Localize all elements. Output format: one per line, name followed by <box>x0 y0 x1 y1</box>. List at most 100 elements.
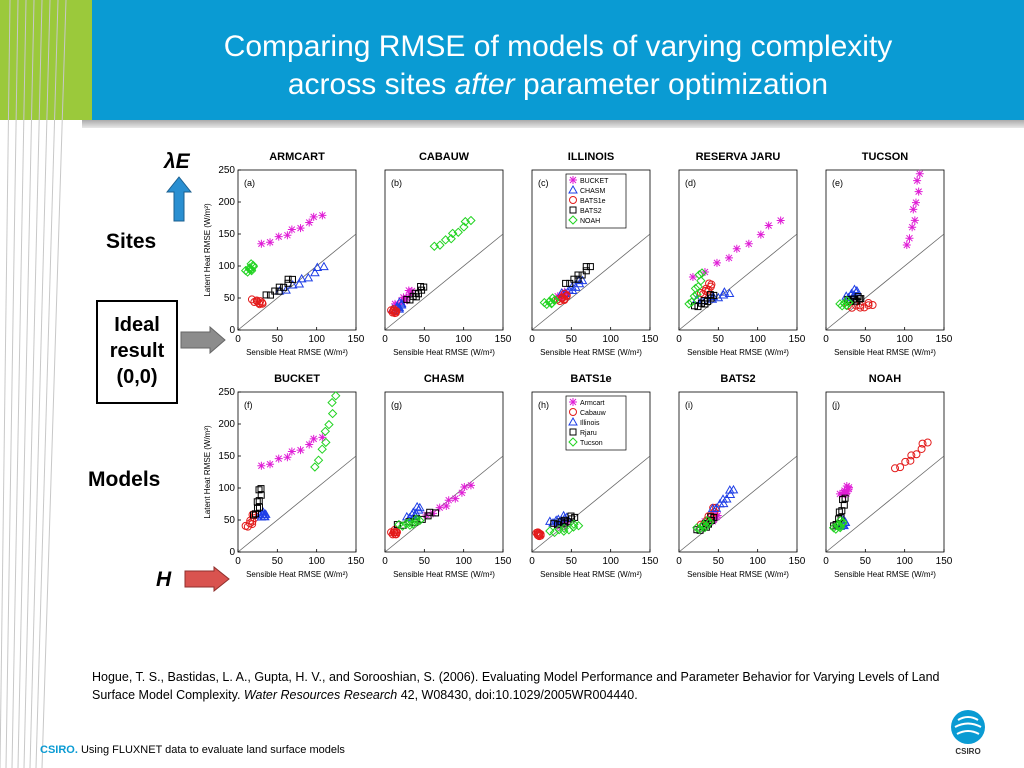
point-chasm <box>719 287 730 296</box>
point-armcart <box>435 503 444 512</box>
point-tucson <box>837 518 848 529</box>
x-tick-label: 0 <box>382 556 388 567</box>
title-part-b: parameter optimization <box>514 68 829 101</box>
point-bucket <box>287 225 296 234</box>
x-tick-label: 150 <box>936 556 953 567</box>
point-bats1e <box>250 298 259 307</box>
up-arrow-icon <box>166 176 192 222</box>
x-tick-label: 150 <box>789 556 806 567</box>
point-bucket <box>756 230 765 239</box>
point-bucket <box>915 169 924 178</box>
point-tucson <box>554 524 564 535</box>
x-tick-label: 150 <box>348 556 365 567</box>
point-armcart <box>845 483 853 492</box>
point-illinois <box>721 493 732 503</box>
point-bucket <box>296 224 305 233</box>
point-chasm <box>310 267 320 277</box>
h-label: H <box>156 568 172 591</box>
panel-letter: (i) <box>685 400 693 410</box>
point-tucson <box>573 521 584 531</box>
header-divider <box>82 120 1024 128</box>
point-armcart <box>283 453 292 462</box>
point-tucson <box>705 517 715 527</box>
x-tick-label: 50 <box>272 556 284 567</box>
x-tick-label: 0 <box>676 556 682 567</box>
point-bats1e <box>864 299 873 307</box>
point-rjaru <box>710 513 718 521</box>
x-tick-label: 100 <box>749 556 766 567</box>
x-axis-label: Sensible Heat RMSE (W/m²) <box>393 348 495 357</box>
x-tick-label: 0 <box>529 334 535 345</box>
point-bucket <box>908 223 917 232</box>
y-tick-label: 50 <box>224 515 236 526</box>
point-bucket <box>688 273 697 281</box>
legend-marker <box>569 176 577 184</box>
point-bucket <box>905 234 914 243</box>
point-chasm <box>303 272 314 282</box>
point-bucket <box>910 216 919 225</box>
legend-marker <box>568 184 578 194</box>
x-axis-label: Sensible Heat RMSE (W/m²) <box>393 570 495 579</box>
point-armcart <box>457 488 466 497</box>
point-noah <box>550 295 560 305</box>
point-tucson <box>317 444 327 454</box>
point-armcart <box>266 460 275 469</box>
point-noah <box>453 227 463 237</box>
point-bats1e <box>253 297 262 306</box>
panel-title: BATS1e <box>570 373 611 385</box>
point-bucket <box>909 205 918 214</box>
x-tick-label: 50 <box>860 334 872 345</box>
point-bucket <box>562 289 571 298</box>
point-rjaru <box>424 512 432 520</box>
point-cabauw <box>907 451 916 460</box>
panel-letter: (f) <box>244 400 253 410</box>
point-armcart <box>257 461 266 470</box>
y-tick-label: 200 <box>218 419 235 430</box>
ideal-line-3: (0,0) <box>116 366 158 388</box>
point-armcart <box>318 433 327 442</box>
point-tucson <box>835 515 846 526</box>
title-emphasis: after <box>454 68 515 101</box>
point-bats2 <box>574 275 582 283</box>
point-armcart <box>442 502 451 510</box>
legend-label: Armcart <box>580 400 605 407</box>
x-tick-label: 100 <box>455 334 472 345</box>
point-armcart <box>835 489 844 498</box>
point-bats1e <box>860 303 869 312</box>
point-chasm <box>577 275 588 285</box>
point-armcart <box>309 434 318 443</box>
x-axis-label: Sensible Heat RMSE (W/m²) <box>834 570 936 579</box>
point-tucson <box>327 397 337 408</box>
x-tick-label: 150 <box>642 334 659 345</box>
citation: Hogue, T. S., Bastidas, L. A., Gupta, H.… <box>92 668 952 704</box>
y-tick-label: 250 <box>218 165 235 176</box>
point-bucket <box>764 221 773 230</box>
one-to-one-line <box>825 455 945 553</box>
point-cabauw <box>901 457 910 466</box>
x-axis-label: Sensible Heat RMSE (W/m²) <box>687 348 789 357</box>
point-noah <box>692 289 702 300</box>
point-tucson <box>320 426 331 437</box>
panel-letter: (a) <box>244 178 255 188</box>
one-to-one-line <box>678 455 798 553</box>
point-rjaru <box>255 497 263 505</box>
point-chasm <box>294 278 305 288</box>
point-chasm <box>724 288 735 297</box>
point-cabauw <box>535 530 544 539</box>
point-bucket <box>257 239 266 248</box>
point-bats2 <box>586 263 594 271</box>
point-chasm <box>319 261 329 271</box>
x-tick-label: 50 <box>566 334 578 345</box>
point-noah <box>844 297 854 308</box>
point-cabauw <box>912 450 921 459</box>
y-tick-label: 200 <box>218 197 235 208</box>
point-noah <box>697 268 707 278</box>
x-tick-label: 100 <box>602 556 619 567</box>
point-tucson <box>569 519 579 529</box>
point-rjaru <box>839 496 847 504</box>
point-chasm <box>281 285 291 294</box>
point-chasm <box>396 298 407 308</box>
point-cabauw <box>918 439 927 448</box>
